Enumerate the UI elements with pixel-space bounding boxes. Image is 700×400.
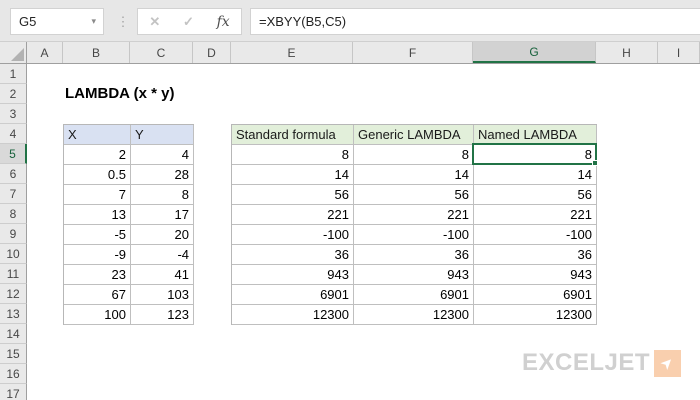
row-header-14[interactable]: 14 [0,324,27,344]
toolbar-divider-dots-icon: ⋮ [116,13,130,29]
row-header-10[interactable]: 10 [0,244,27,264]
table-cell[interactable]: -100 [474,225,597,245]
row-header-1[interactable]: 1 [0,64,27,84]
table-cell[interactable]: 41 [131,265,194,285]
table-header-cell[interactable]: Named LAMBDA [474,125,597,145]
row-header-11[interactable]: 11 [0,264,27,284]
column-header-g[interactable]: G [473,42,596,63]
xy-table: X Y 2 4 0.5 28 7 8 13 17 -5 20 -9 -4 23 41 67 103 100 123 [63,124,194,325]
formula-toolbar: G5 ▾ ⋮ ✕ ✓ fx =XBYY(B5,C5) [0,0,700,42]
table-cell[interactable]: 943 [474,265,597,285]
row-header-16[interactable]: 16 [0,364,27,384]
row-header-gutter: 1 2 3 4 5 6 7 8 9 10 11 12 13 14 15 16 17 [0,64,27,400]
name-box-cell-ref: G5 [19,14,37,29]
table-cell[interactable]: 6901 [354,285,474,305]
exceljet-logo-square: ➤ [654,349,681,377]
row-header-12[interactable]: 12 [0,284,27,304]
results-table: Standard formula Generic LAMBDA Named LAMB… [231,124,597,325]
cancel-icon[interactable]: ✕ [149,13,161,29]
table-header-cell[interactable]: X [64,125,131,145]
column-header-f[interactable]: F [353,42,473,63]
row-header-6[interactable]: 6 [0,164,27,184]
row-header-9[interactable]: 9 [0,224,27,244]
table-cell[interactable]: 12300 [232,305,354,325]
table-cell[interactable]: 221 [354,205,474,225]
table-cell[interactable]: -4 [131,245,194,265]
table-cell[interactable]: 8 [354,145,474,165]
column-header-e[interactable]: E [231,42,353,63]
table-cell[interactable]: 2 [64,145,131,165]
fill-handle[interactable] [592,160,598,166]
table-header-cell[interactable]: Generic LAMBDA [354,125,474,145]
row-header-7[interactable]: 7 [0,184,27,204]
table-cell[interactable]: 221 [474,205,597,225]
select-all-triangle-icon [11,48,24,61]
table-cell[interactable]: 36 [474,245,597,265]
table-cell[interactable]: 56 [474,185,597,205]
formula-buttons: ✕ ✓ fx [137,8,242,35]
row-header-3[interactable]: 3 [0,104,27,124]
table-cell[interactable]: 23 [64,265,131,285]
table-cell[interactable]: 36 [354,245,474,265]
table-cell[interactable]: 67 [64,285,131,305]
insert-function-icon[interactable]: fx [216,13,230,30]
table-cell[interactable]: 8 [474,145,597,165]
enter-icon[interactable]: ✓ [182,13,194,29]
row-header-13[interactable]: 13 [0,304,27,324]
table-cell[interactable]: 221 [232,205,354,225]
table-cell[interactable]: 56 [232,185,354,205]
exceljet-arrow-icon: ➤ [657,352,678,374]
row-header-17[interactable]: 17 [0,384,27,400]
table-cell[interactable]: -100 [232,225,354,245]
row-header-8[interactable]: 8 [0,204,27,224]
select-all-button[interactable] [0,42,27,63]
table-cell[interactable]: 14 [354,165,474,185]
table-cell[interactable]: 100 [64,305,131,325]
table-cell[interactable]: 12300 [474,305,597,325]
exceljet-logo: EXCELJET ➤ [522,349,681,377]
table-header-cell[interactable]: Standard formula [232,125,354,145]
table-cell[interactable]: 943 [354,265,474,285]
row-header-2[interactable]: 2 [0,84,27,104]
sheet-title-cell[interactable]: LAMBDA (x * y) [65,85,175,102]
table-cell[interactable]: 17 [131,205,194,225]
row-header-4[interactable]: 4 [0,124,27,144]
table-cell[interactable]: 8 [131,185,194,205]
table-cell[interactable]: 8 [232,145,354,165]
column-header-b[interactable]: B [63,42,130,63]
column-header-a[interactable]: A [27,42,63,63]
column-header-h[interactable]: H [596,42,658,63]
exceljet-logo-text: EXCELJET [521,349,650,376]
column-header-c[interactable]: C [130,42,193,63]
row-header-15[interactable]: 15 [0,344,27,364]
table-cell[interactable]: 20 [131,225,194,245]
table-cell[interactable]: 103 [131,285,194,305]
table-cell[interactable]: 4 [131,145,194,165]
formula-bar-input[interactable]: =XBYY(B5,C5) [250,8,700,35]
name-box[interactable]: G5 ▾ [10,8,104,35]
table-cell[interactable]: 36 [232,245,354,265]
table-cell[interactable]: -100 [354,225,474,245]
table-cell[interactable]: -9 [64,245,131,265]
column-header-d[interactable]: D [193,42,231,63]
row-header-5[interactable]: 5 [0,144,27,164]
table-cell[interactable]: -5 [64,225,131,245]
table-cell[interactable]: 14 [474,165,597,185]
table-cell[interactable]: 123 [131,305,194,325]
table-cell[interactable]: 943 [232,265,354,285]
table-cell[interactable]: 12300 [354,305,474,325]
column-header-i[interactable]: I [658,42,700,63]
table-cell[interactable]: 56 [354,185,474,205]
table-cell[interactable]: 28 [131,165,194,185]
table-cell[interactable]: 14 [232,165,354,185]
chevron-down-icon[interactable]: ▾ [91,16,96,26]
table-cell[interactable]: 7 [64,185,131,205]
table-cell[interactable]: 0.5 [64,165,131,185]
table-cell[interactable]: 13 [64,205,131,225]
table-header-cell[interactable]: Y [131,125,194,145]
table-cell[interactable]: 6901 [474,285,597,305]
table-cell[interactable]: 6901 [232,285,354,305]
